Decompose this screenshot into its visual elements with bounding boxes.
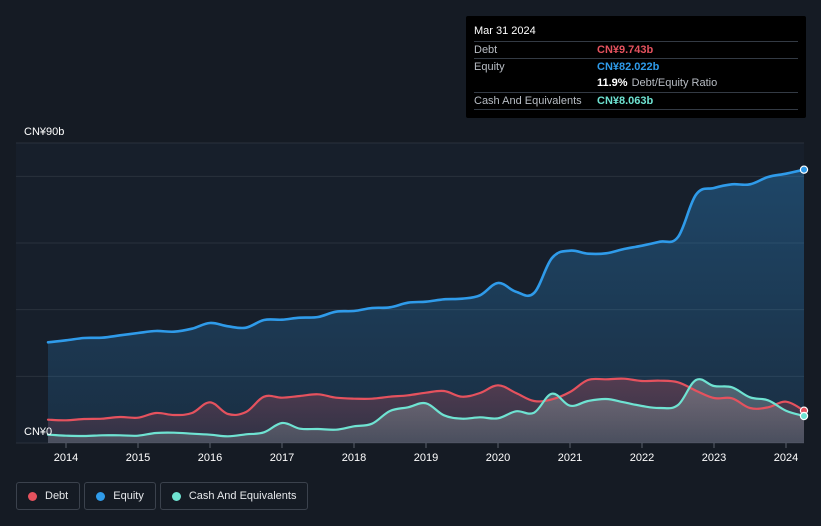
legend-equity-label: Equity (113, 490, 144, 502)
tooltip-debt-value: CN¥9.743b (597, 44, 654, 56)
cash-line (46, 378, 806, 438)
x-tick-label-2021: 2021 (558, 452, 582, 464)
x-tick-label-2016: 2016 (198, 452, 222, 464)
cash-end-marker (799, 411, 809, 421)
y-tick-label-bottom: CN¥0 (24, 426, 52, 438)
tooltip-cash-value: CN¥8.063b (597, 95, 654, 107)
equity-end-marker (799, 165, 809, 174)
legend-item-debt[interactable]: Debt (16, 482, 81, 510)
tooltip-bottom-rule (474, 109, 798, 126)
x-tick-label-2023: 2023 (702, 452, 726, 464)
x-axis-ticks: 2014 2015 2016 2017 2018 2019 2020 2021 2022 2023… (54, 443, 798, 464)
legend-debt-dot-icon (28, 491, 37, 501)
series-lines (46, 168, 806, 438)
series-end-markers (799, 165, 809, 421)
legend-equity-dot-icon (96, 491, 106, 501)
tooltip-row-debt: Debt CN¥9.743b (474, 41, 798, 58)
x-tick-label-2017: 2017 (270, 452, 294, 464)
legend-item-cash[interactable]: Cash And Equivalents (159, 482, 309, 510)
tooltip-row-equity: Equity CN¥82.022b (474, 58, 798, 75)
x-tick-label-2024: 2024 (774, 452, 798, 464)
tooltip-cash-label: Cash And Equivalents (474, 95, 582, 107)
tooltip-row-cash: Cash And Equivalents CN¥8.063b (474, 92, 798, 109)
tooltip-row-ratio: 11.9% Debt/Equity Ratio (474, 75, 798, 92)
tooltip-ratio-spacer (474, 75, 597, 92)
legend-cash-label: Cash And Equivalents (188, 490, 297, 502)
legend-item-equity[interactable]: Equity (84, 482, 156, 510)
x-tick-label-2020: 2020 (486, 452, 510, 464)
tooltip-date: Mar 31 2024 (474, 25, 536, 37)
legend-debt-label: Debt (45, 490, 69, 502)
tooltip-equity-label: Equity (474, 61, 505, 73)
x-tick-label-2015: 2015 (126, 452, 150, 464)
tooltip-equity-value: CN¥82.022b (597, 61, 660, 73)
tooltip-ratio-label: Debt/Equity Ratio (631, 77, 718, 89)
tooltip-debt-label: Debt (474, 44, 498, 56)
legend-cash-dot-icon (171, 491, 181, 501)
debt-line (46, 377, 806, 422)
x-tick-label-2019: 2019 (414, 452, 438, 464)
cash-area (48, 379, 804, 443)
y-tick-label-top: CN¥90b (24, 126, 64, 138)
chart-legend: Debt Equity Cash And Equivalents (16, 482, 309, 510)
x-tick-label-2018: 2018 (342, 452, 366, 464)
tooltip-ratio-value: 11.9% (597, 77, 628, 89)
equity-line (46, 168, 806, 344)
series-areas (48, 169, 804, 443)
equity-area (48, 169, 804, 443)
x-tick-label-2014: 2014 (54, 452, 78, 464)
data-tooltip: Mar 31 2024 Debt CN¥9.743b Equity CN¥82.… (466, 16, 806, 118)
x-tick-label-2022: 2022 (630, 452, 654, 464)
